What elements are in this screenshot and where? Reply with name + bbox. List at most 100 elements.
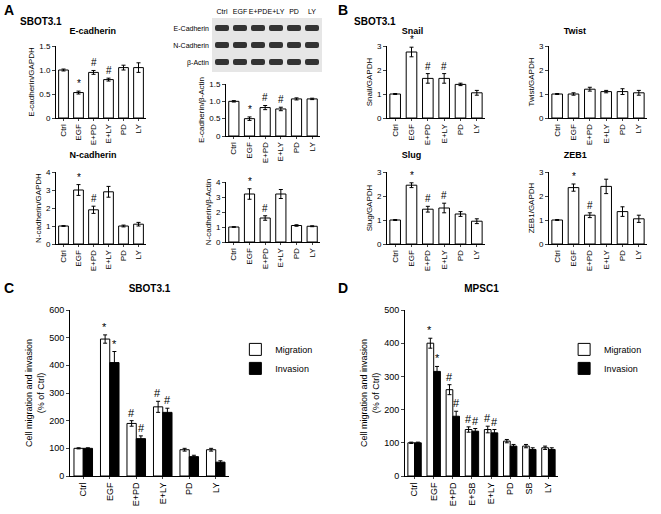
svg-text:PD: PD	[289, 8, 299, 15]
svg-text:Twist/GAPDH: Twist/GAPDH	[527, 57, 536, 106]
svg-text:Invasion: Invasion	[275, 364, 309, 374]
svg-text:PD: PD	[618, 250, 627, 261]
svg-text:1.5: 1.5	[209, 80, 221, 89]
svg-text:E+PD: E+PD	[448, 482, 458, 506]
svg-text:E+PD: E+PD	[89, 250, 98, 271]
svg-text:1: 1	[539, 216, 544, 225]
svg-text:EGF: EGF	[407, 124, 416, 141]
svg-text:1.0: 1.0	[209, 97, 221, 106]
svg-text:N-cadherin/β-Actin: N-cadherin/β-Actin	[204, 179, 213, 245]
svg-text:2: 2	[216, 208, 221, 217]
svg-text:PD: PD	[119, 124, 128, 135]
svg-text:Ctrl: Ctrl	[59, 250, 68, 263]
svg-text:EGF: EGF	[105, 482, 115, 501]
svg-text:Ctrl: Ctrl	[553, 250, 562, 263]
svg-text:#: #	[491, 416, 498, 428]
svg-text:#: #	[472, 415, 479, 427]
svg-text:E-cadherin/GAPDH: E-cadherin/GAPDH	[27, 47, 36, 117]
svg-text:1: 1	[539, 90, 544, 99]
svg-text:*: *	[248, 104, 252, 115]
svg-text:*: *	[112, 338, 117, 350]
svg-text:*: *	[427, 324, 432, 336]
svg-text:LY: LY	[308, 8, 316, 15]
svg-text:EGF: EGF	[407, 250, 416, 267]
svg-text:3: 3	[377, 42, 382, 51]
svg-text:Ctrl: Ctrl	[391, 250, 400, 263]
svg-text:#: #	[453, 397, 460, 409]
svg-text:Ctrl: Ctrl	[409, 483, 419, 497]
svg-text:E+LY: E+LY	[276, 248, 285, 268]
svg-text:2: 2	[539, 192, 544, 201]
svg-text:Twist: Twist	[564, 26, 586, 36]
svg-text:4: 4	[216, 178, 221, 187]
svg-text:SBOT3.1: SBOT3.1	[129, 283, 171, 294]
svg-text:E+PD: E+PD	[261, 142, 270, 163]
svg-text:*: *	[77, 172, 81, 183]
svg-text:100: 100	[384, 438, 399, 448]
svg-text:400: 400	[49, 360, 64, 370]
svg-text:N-cadherin: N-cadherin	[70, 150, 117, 160]
svg-text:Migration: Migration	[275, 345, 312, 355]
svg-text:#: #	[425, 61, 431, 72]
svg-text:E+LY: E+LY	[602, 250, 611, 270]
svg-text:EGF: EGF	[245, 142, 254, 159]
svg-text:LY: LY	[211, 483, 221, 493]
svg-text:1.0: 1.0	[39, 66, 51, 75]
svg-text:2: 2	[377, 66, 382, 75]
svg-text:0: 0	[216, 132, 221, 141]
svg-text:E-Cadherin: E-Cadherin	[174, 25, 210, 32]
svg-text:MPSC1: MPSC1	[464, 283, 499, 294]
svg-text:E-cadherin/β-Actin: E-cadherin/β-Actin	[197, 77, 206, 143]
svg-text:E+LY: E+LY	[440, 124, 449, 144]
svg-text:0: 0	[377, 240, 382, 249]
svg-text:0.5: 0.5	[39, 90, 51, 99]
svg-text:Snail/GAPDH: Snail/GAPDH	[365, 58, 374, 107]
svg-text:LY: LY	[308, 248, 317, 258]
svg-text:N-cadherin/GAPDH: N-cadherin/GAPDH	[34, 173, 43, 243]
svg-text:E+PD: E+PD	[423, 250, 432, 271]
svg-text:4: 4	[46, 168, 51, 177]
svg-text:100: 100	[49, 443, 64, 453]
svg-text:*: *	[102, 321, 107, 333]
svg-text:SB: SB	[524, 483, 534, 495]
svg-text:PD: PD	[119, 250, 128, 261]
svg-text:0.5: 0.5	[209, 114, 221, 123]
svg-text:LY: LY	[472, 124, 481, 134]
svg-text:EGF: EGF	[233, 8, 247, 15]
svg-text:2: 2	[46, 204, 51, 213]
svg-text:LY: LY	[634, 124, 643, 134]
svg-text:#: #	[138, 422, 145, 434]
svg-text:LY: LY	[134, 124, 143, 134]
svg-text:LY: LY	[134, 250, 143, 260]
svg-text:200: 200	[49, 416, 64, 426]
svg-text:E+LY: E+LY	[104, 250, 113, 270]
svg-text:#: #	[154, 387, 161, 399]
svg-text:Snail: Snail	[402, 26, 424, 36]
svg-text:Cell migration and invasion(%: Cell migration and invasion(% of Ctrl)	[24, 339, 46, 447]
svg-text:Slug: Slug	[402, 150, 422, 160]
svg-text:LY: LY	[634, 250, 643, 260]
svg-text:E+LY: E+LY	[602, 124, 611, 144]
svg-text:E+LY: E+LY	[486, 483, 496, 505]
svg-text:*: *	[77, 78, 81, 89]
svg-text:2: 2	[539, 66, 544, 75]
svg-text:0: 0	[539, 114, 544, 123]
svg-text:#: #	[425, 193, 431, 204]
svg-text:3: 3	[377, 168, 382, 177]
svg-text:PD: PD	[505, 482, 515, 495]
svg-text:200: 200	[384, 405, 399, 415]
svg-text:3: 3	[46, 186, 51, 195]
svg-text:*: *	[410, 34, 414, 45]
svg-text:#: #	[465, 413, 472, 425]
svg-text:E+PD: E+PD	[423, 124, 432, 145]
svg-text:PD: PD	[184, 482, 194, 495]
svg-text:1.5: 1.5	[39, 42, 51, 51]
svg-text:Ctrl: Ctrl	[78, 483, 88, 497]
svg-text:#: #	[91, 57, 97, 68]
svg-text:1: 1	[377, 90, 382, 99]
svg-text:β-Actin: β-Actin	[187, 59, 209, 67]
svg-text:Ctrl: Ctrl	[217, 8, 228, 15]
svg-text:EGF: EGF	[569, 124, 578, 141]
svg-text:0: 0	[46, 114, 51, 123]
svg-text:E+LY: E+LY	[158, 483, 168, 505]
